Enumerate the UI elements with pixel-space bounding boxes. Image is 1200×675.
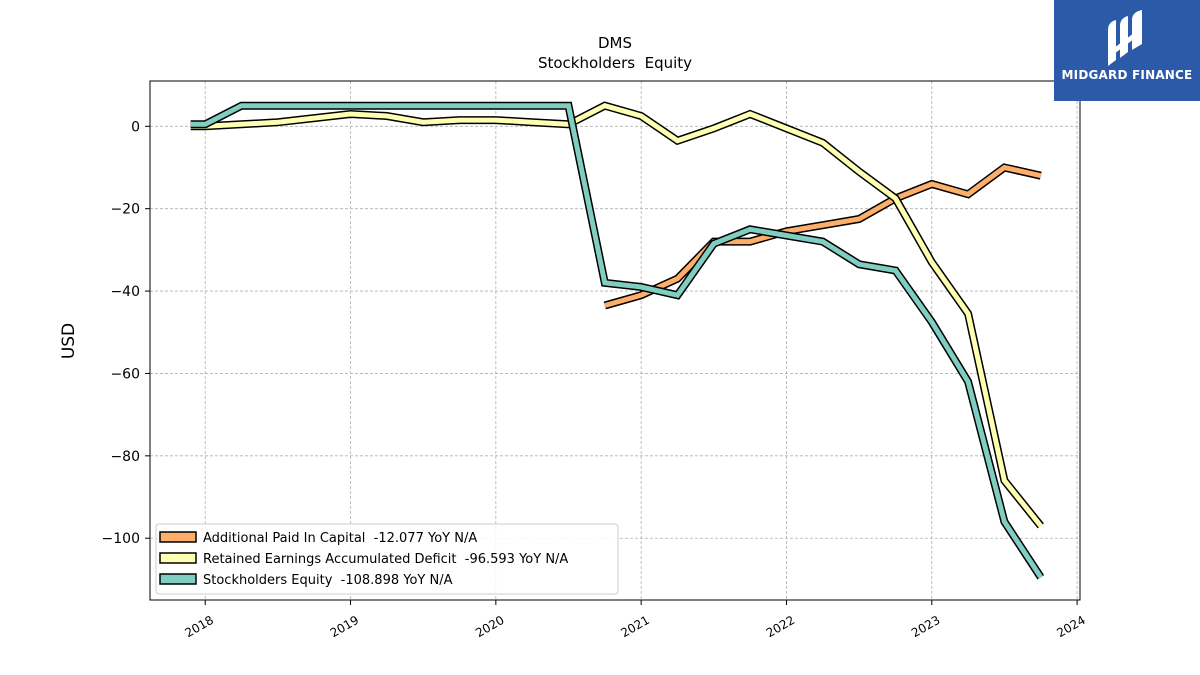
legend-swatch xyxy=(159,573,197,585)
x-tick-label: 2020 xyxy=(473,613,506,640)
legend-label: Retained Earnings Accumulated Deficit -9… xyxy=(203,552,568,567)
x-tick-label: 2022 xyxy=(764,613,797,640)
series-line-outline xyxy=(190,101,1044,529)
logo-text: MIDGARD FINANCE xyxy=(1061,68,1193,82)
series-line xyxy=(190,103,1043,579)
logo-mark-icon xyxy=(1108,10,1142,66)
x-tick-label: 2024 xyxy=(1054,613,1087,640)
x-tick-label: 2023 xyxy=(909,613,942,640)
x-tick-label: 2019 xyxy=(328,613,361,640)
x-tick-label: 2021 xyxy=(618,613,651,640)
series-line xyxy=(604,164,1042,308)
legend: Additional Paid In Capital -12.077 YoY N… xyxy=(155,523,619,595)
legend-label: Stockholders Equity -108.898 YoY N/A xyxy=(203,573,453,588)
chart-subtitle: Stockholders Equity xyxy=(538,54,692,72)
y-tick-label: −100 xyxy=(102,531,140,547)
x-tick-label: 2018 xyxy=(182,613,215,640)
y-tick-label: 0 xyxy=(131,119,140,135)
y-axis-label: USD xyxy=(59,323,79,359)
chart-title: DMS xyxy=(598,34,632,52)
y-tick-label: −60 xyxy=(110,366,140,382)
plot-frame xyxy=(149,80,1081,601)
y-tick-label: −80 xyxy=(110,449,140,465)
series-layer xyxy=(190,101,1045,580)
legend-swatch xyxy=(159,552,197,564)
y-tick-label: −20 xyxy=(110,202,140,218)
legend-swatch xyxy=(159,531,197,543)
legend-label: Additional Paid In Capital -12.077 YoY N… xyxy=(203,531,477,546)
legend-box xyxy=(155,523,619,595)
y-tick-label: −40 xyxy=(110,284,140,300)
midgard-finance-logo: MIDGARD FINANCE xyxy=(1054,0,1200,101)
series-line-outline xyxy=(190,101,1045,580)
series-line xyxy=(190,103,1043,528)
